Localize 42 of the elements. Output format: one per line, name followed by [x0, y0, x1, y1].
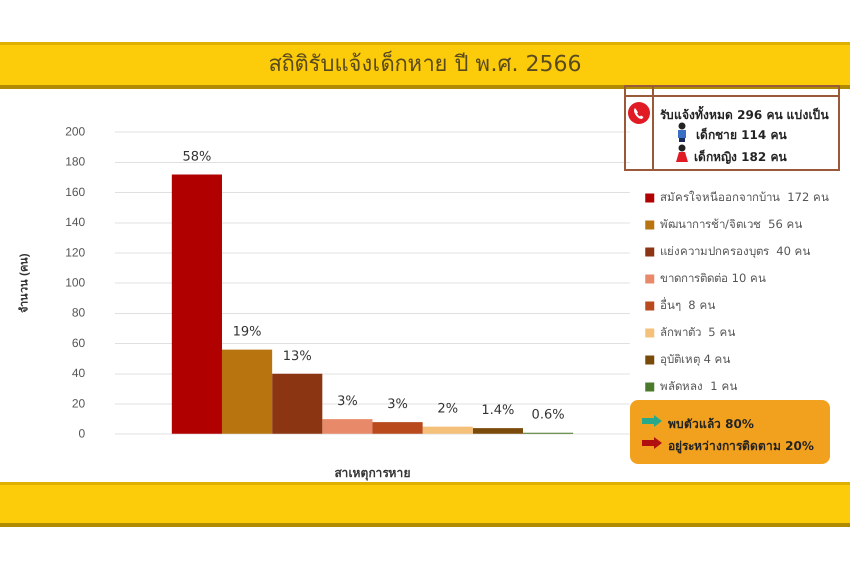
annotation: 3%	[387, 397, 408, 412]
bar	[322, 419, 372, 434]
y-tick-label: 60	[72, 336, 86, 350]
y-tick-label: 80	[72, 306, 86, 320]
chart-title: สถิติรับแจ้งเด็กหาย ปี พ.ศ. 2566	[0, 42, 850, 89]
annotation: 13%	[282, 348, 312, 364]
annotation: 3%	[337, 394, 358, 410]
legend-label: พลัดหลง 1 คน	[660, 378, 738, 393]
bar	[172, 174, 222, 434]
bar	[422, 426, 473, 434]
y-tick-label: 140	[65, 215, 86, 230]
y-tick-label: 160	[65, 184, 86, 199]
legend-label: สมัครใจหนีออกจากบ้าน 172 คน	[660, 190, 829, 204]
legend-label: ลักพาตัว 5 คน	[660, 324, 736, 339]
text: อยู่ระหว่างการติดตาม 20%	[668, 438, 814, 455]
bar	[222, 350, 272, 434]
annotation: 0.6%	[532, 408, 565, 423]
text: รับแจ้งทั้งหมด 296 คน แบ่งเป็น	[660, 105, 829, 124]
y-tick-label: 40	[72, 366, 86, 380]
annotation: 1.4%	[481, 403, 514, 418]
annotation: 19%	[232, 324, 262, 340]
text: เด็กหญิง 182 คน	[694, 148, 786, 166]
annotation: 2%	[437, 402, 458, 417]
legend-label: อุบัติเหตุ 4 คน	[660, 352, 731, 366]
y-tick-label: 120	[65, 245, 86, 260]
y-tick-label: 180	[65, 154, 86, 169]
legend-label: ขาดการติดต่อ 10 คน	[660, 270, 766, 285]
legend-label: แย่งความปกครองบุตร 40 คน	[660, 244, 811, 258]
bar	[472, 428, 523, 434]
y-tick-label: 20	[72, 396, 86, 410]
text: พบตัวแล้ว 80%	[668, 416, 754, 433]
text: เด็กชาย 114 คน	[696, 126, 786, 144]
bar	[372, 422, 423, 434]
y-tick-label: 0	[78, 426, 86, 441]
y-axis-title: จำนวน (คน)	[18, 253, 31, 313]
x-axis-title: สาเหตุการหาย	[334, 466, 410, 482]
y-tick-label: 200	[65, 124, 86, 139]
y-tick-label: 100	[65, 276, 86, 290]
bar	[272, 374, 322, 434]
legend-label: พัฒนาการช้า/จิตเวช 56 คน	[660, 216, 802, 231]
annotation: 58%	[182, 149, 212, 164]
legend-label: อื่นๆ 8 คน	[660, 296, 716, 312]
